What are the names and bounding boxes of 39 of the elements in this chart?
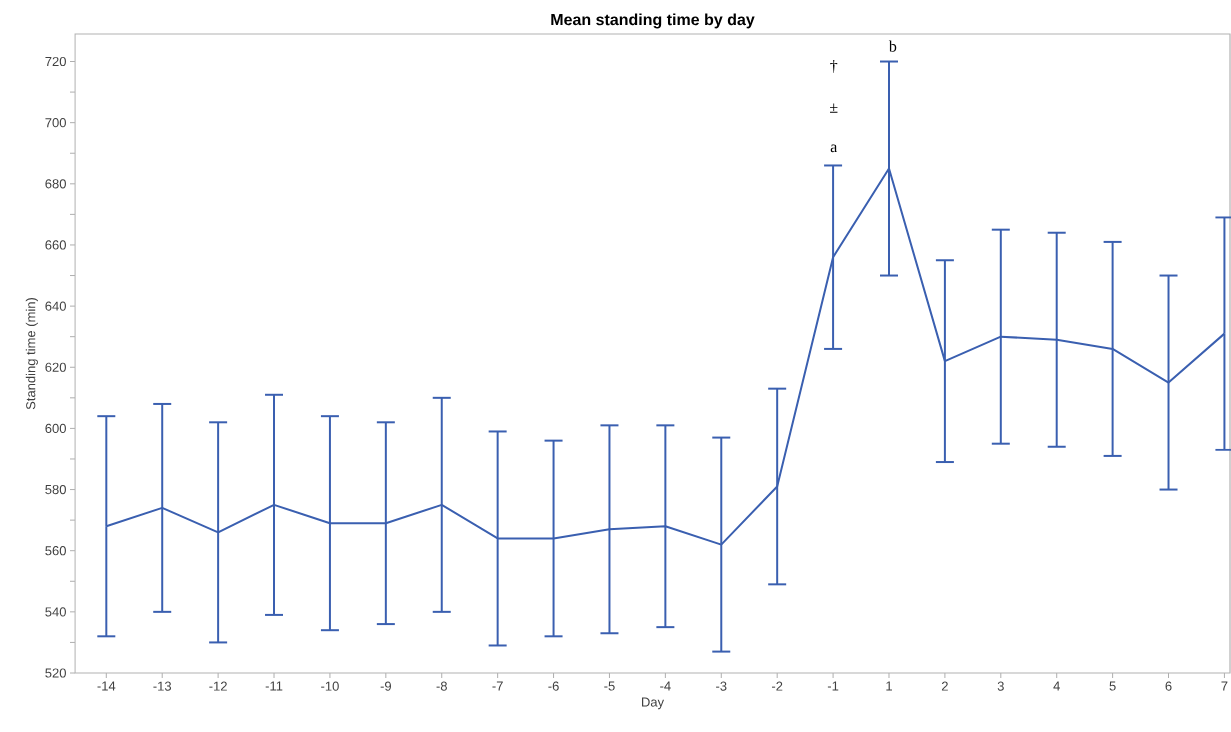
x-tick-label: -13	[153, 681, 172, 691]
y-tick-label: 700	[45, 118, 66, 128]
x-tick-label: -8	[436, 681, 447, 691]
x-tick-label: 1	[886, 681, 892, 691]
annotation: †	[830, 60, 838, 74]
x-tick-label: -5	[604, 681, 615, 691]
x-tick-label: -2	[771, 681, 783, 691]
x-tick-label: -14	[97, 681, 116, 691]
x-tick-label: 2	[941, 681, 948, 691]
x-tick-label: -3	[716, 681, 727, 691]
x-tick-label: 5	[1109, 681, 1116, 691]
x-tick-label: -12	[209, 681, 227, 691]
y-tick-label: 520	[45, 668, 66, 678]
y-tick-label: 540	[45, 607, 66, 617]
x-tick-label: -1	[827, 681, 839, 691]
annotation: a	[830, 144, 838, 153]
annotation: b	[888, 40, 897, 52]
x-tick-label: 4	[1053, 681, 1060, 691]
x-axis-title: Day	[642, 697, 665, 710]
x-tick-label: 3	[997, 681, 1004, 691]
y-tick-label: 660	[45, 240, 66, 250]
x-tick-label: 7	[1221, 681, 1228, 691]
y-tick-label: 640	[45, 301, 66, 311]
chart-title: Mean standing time by day	[551, 13, 755, 29]
y-tick-label: 620	[45, 362, 66, 372]
y-tick-label: 680	[45, 179, 66, 189]
annotation: ±	[830, 103, 838, 113]
x-tick-label: -7	[492, 681, 503, 691]
x-tick-label: -4	[660, 681, 671, 691]
x-tick-label: -11	[265, 681, 283, 691]
y-tick-label: 560	[45, 546, 66, 556]
x-tick-label: -9	[380, 681, 392, 691]
y-tick-label: 580	[45, 484, 66, 495]
x-tick-label: -10	[321, 681, 339, 691]
y-tick-label: 720	[45, 56, 66, 67]
x-tick-label: -6	[548, 681, 559, 691]
y-axis-title: Standing time (min)	[25, 297, 38, 410]
y-tick-label: 600	[45, 423, 66, 434]
x-tick-label: 6	[1165, 681, 1172, 691]
